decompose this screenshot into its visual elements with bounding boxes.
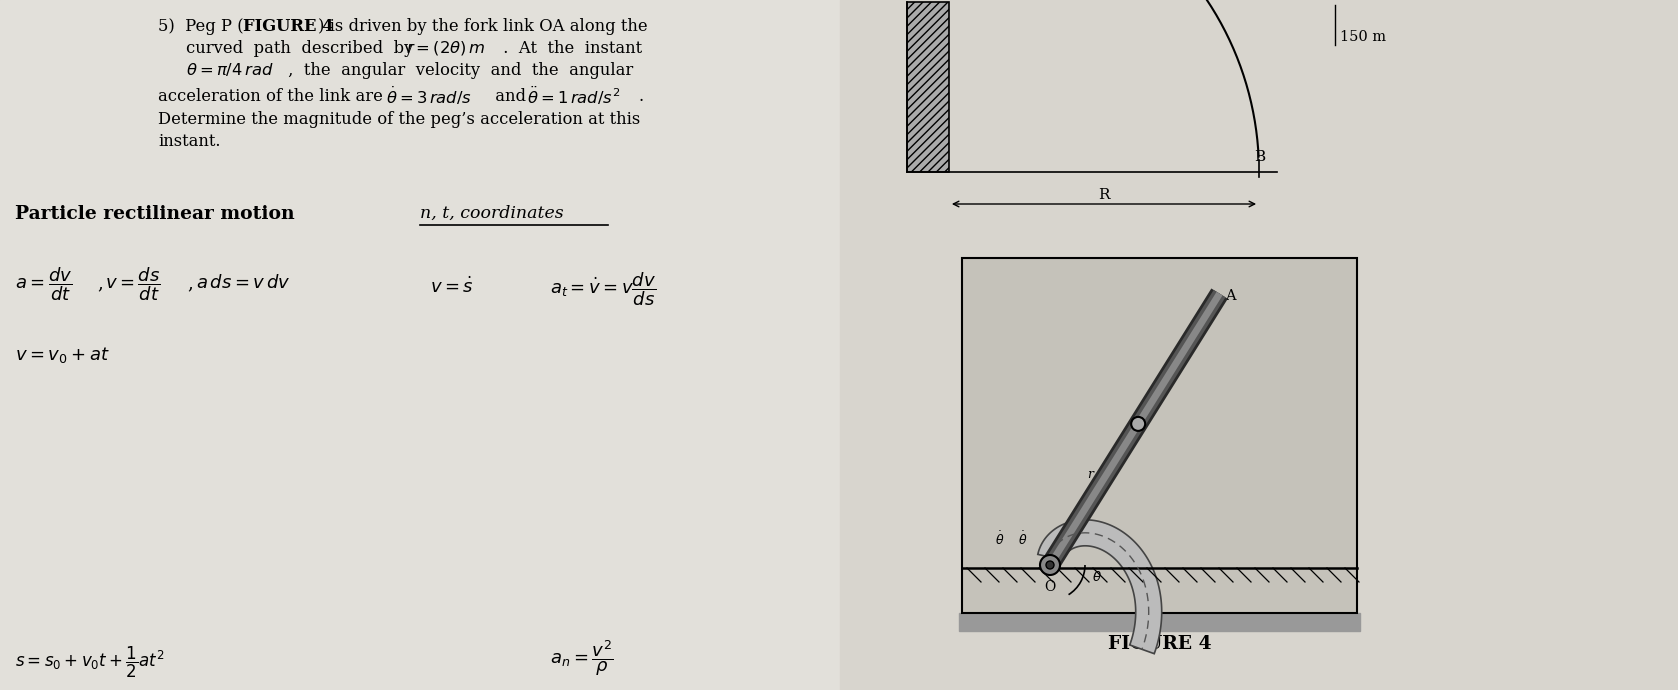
Text: $a = \dfrac{dv}{dt}$: $a = \dfrac{dv}{dt}$ [15,265,72,303]
Circle shape [1131,417,1144,431]
Text: ) is driven by the fork link OA along the: ) is driven by the fork link OA along th… [319,18,648,35]
Bar [0,0,841,690]
Text: R: R [1097,188,1109,202]
Text: A: A [1225,288,1237,303]
Circle shape [1045,561,1054,569]
Text: $\dot{\theta}$: $\dot{\theta}$ [995,530,1005,548]
Text: .: . [638,88,643,105]
Text: $r = (2\theta)\,m$: $r = (2\theta)\,m$ [406,39,485,57]
Text: $\theta = \pi/4\,rad$: $\theta = \pi/4\,rad$ [186,62,274,79]
Text: FIGURE 4: FIGURE 4 [243,18,334,35]
Text: $a\,ds = v\,dv$: $a\,ds = v\,dv$ [196,274,290,292]
Text: .  At  the  instant: . At the instant [498,40,643,57]
Text: ,: , [97,274,102,292]
Text: curved  path  described  by: curved path described by [186,40,425,57]
Text: $v = \dfrac{ds}{dt}$: $v = \dfrac{ds}{dt}$ [106,265,161,303]
Circle shape [1040,555,1060,575]
Text: n, t, coordinates: n, t, coordinates [420,205,564,222]
Text: $\dot{\theta}$: $\dot{\theta}$ [1019,530,1027,548]
Text: $\ddot{\theta} = 1\,rad/s^2$: $\ddot{\theta} = 1\,rad/s^2$ [527,86,621,108]
Text: FIGURE 4: FIGURE 4 [1107,635,1212,653]
Text: 150 m: 150 m [1341,30,1386,44]
Text: r: r [1087,468,1094,481]
Text: P: P [1149,402,1159,416]
Text: $s = s_0 + v_0 t + \dfrac{1}{2}at^2$: $s = s_0 + v_0 t + \dfrac{1}{2}at^2$ [15,645,164,680]
Bar [960,613,1359,631]
Text: $\dot{\theta} = 3\,rad/s$: $\dot{\theta} = 3\,rad/s$ [386,86,472,108]
Text: Determine the magnitude of the peg’s acceleration at this: Determine the magnitude of the peg’s acc… [158,111,641,128]
Bar [961,258,1358,613]
Text: B: B [1253,150,1265,164]
Text: 5)  Peg P (: 5) Peg P ( [158,18,243,35]
Text: $a_n = \dfrac{v^2}{\rho}$: $a_n = \dfrac{v^2}{\rho}$ [550,638,614,678]
Polygon shape [1037,520,1161,653]
Text: $\theta$: $\theta$ [1092,570,1102,584]
Text: $v = v_0 + at$: $v = v_0 + at$ [15,345,109,365]
Text: $a_t = \dot{v} = v\dfrac{dv}{ds}$: $a_t = \dot{v} = v\dfrac{dv}{ds}$ [550,270,656,308]
Text: Particle rectilinear motion: Particle rectilinear motion [15,205,295,223]
Bar [841,0,1678,690]
Text: and: and [490,88,532,105]
Text: ,: , [186,274,193,292]
Text: ,  the  angular  velocity  and  the  angular: , the angular velocity and the angular [284,62,633,79]
Text: acceleration of the link are: acceleration of the link are [158,88,388,105]
Text: instant.: instant. [158,133,220,150]
Bar [908,2,950,172]
Text: O: O [1044,580,1055,594]
Text: $v = \dot{s}$: $v = \dot{s}$ [430,277,473,297]
